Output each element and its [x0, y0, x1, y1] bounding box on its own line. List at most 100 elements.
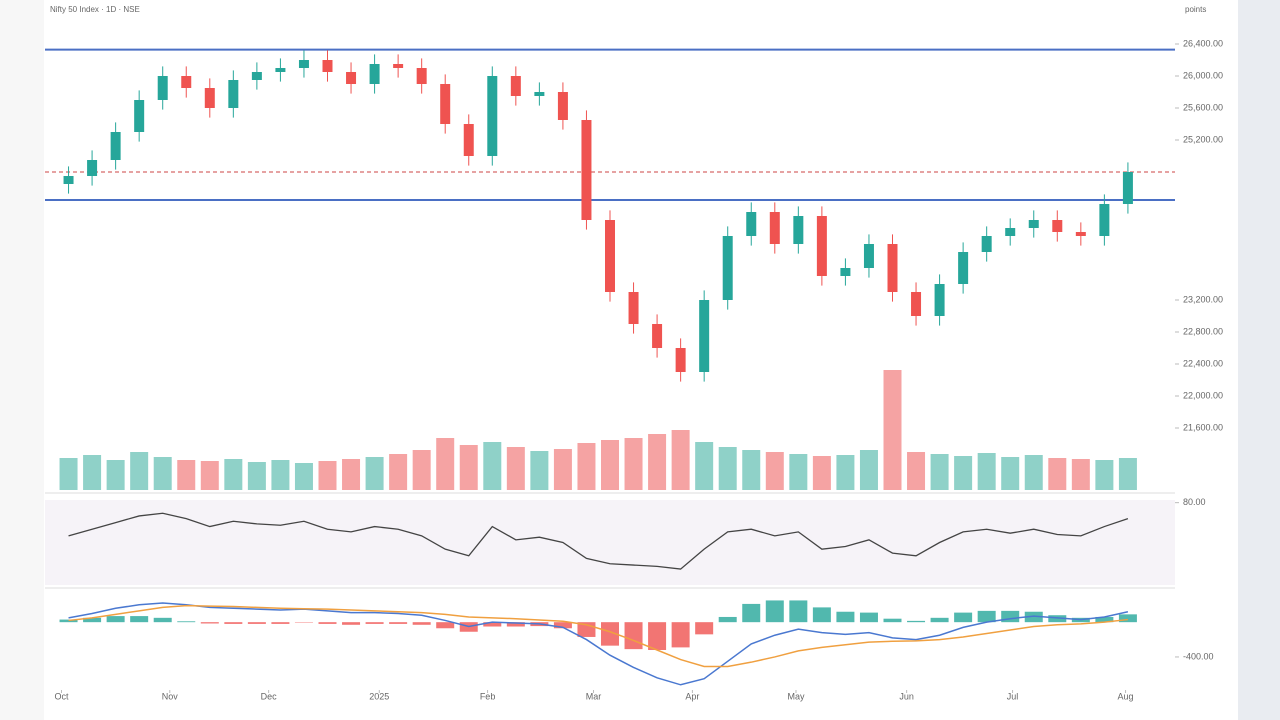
x-tick-label: Mar	[586, 691, 602, 701]
candle-body	[934, 284, 945, 316]
volume-bar	[836, 455, 855, 490]
macd-histogram	[412, 622, 431, 625]
candle-body	[63, 176, 74, 184]
volume-bar	[648, 434, 667, 490]
y-tick-label: 21,600.00	[1183, 422, 1223, 432]
y-tick-label: 25,600.00	[1183, 102, 1223, 112]
macd-histogram	[1095, 616, 1114, 623]
volume-bar	[601, 440, 619, 490]
volume-bar	[200, 461, 219, 490]
unit-label: points	[1185, 5, 1206, 14]
volume-bar	[765, 452, 784, 490]
x-tick-label: Jun	[899, 691, 914, 701]
volume-bar	[577, 443, 596, 490]
candle-body	[722, 236, 733, 300]
x-tick-label: Feb	[480, 691, 496, 701]
macd-histogram	[318, 622, 337, 624]
macd-histogram	[930, 617, 949, 623]
candle-body	[1099, 204, 1110, 236]
volume-bar	[247, 462, 266, 490]
candle-body	[1122, 172, 1133, 204]
volume-bar	[954, 456, 973, 490]
candle-body	[346, 72, 357, 84]
candle-body	[699, 300, 710, 372]
volume-bar	[695, 442, 714, 490]
volume-bar	[130, 452, 149, 490]
volume-bar	[365, 457, 384, 490]
macd-line	[68, 604, 1129, 668]
candle-body	[1005, 228, 1016, 236]
volume-bar	[530, 451, 549, 490]
volume-bar	[318, 461, 337, 490]
candle-body	[204, 88, 215, 108]
volume-bar	[1048, 458, 1067, 490]
candle-body	[652, 324, 663, 348]
volume-bar	[1095, 460, 1114, 490]
volume-bar	[671, 430, 690, 490]
macd-histogram	[177, 621, 196, 623]
volume-bar	[271, 460, 290, 490]
macd-histogram	[130, 616, 149, 623]
candle-body	[322, 60, 333, 72]
macd-histogram	[224, 622, 243, 624]
macd-line	[68, 602, 1129, 686]
candle-body	[981, 236, 992, 252]
left-margin	[0, 0, 44, 720]
volume-bar	[483, 442, 502, 490]
candle-body	[251, 72, 262, 80]
volume-bar	[294, 463, 313, 490]
y-tick-label: 23,200.00	[1183, 294, 1223, 304]
x-tick-label: 2025	[369, 691, 389, 701]
x-tick-label: Dec	[261, 691, 278, 701]
x-tick-label: May	[787, 691, 805, 701]
macd-histogram	[789, 600, 808, 623]
candle-body	[463, 124, 474, 156]
candle-body	[134, 100, 145, 132]
y-tick-label: 22,800.00	[1183, 326, 1223, 336]
rsi-pane	[45, 500, 1175, 585]
candle-body	[534, 92, 545, 96]
volume-bar	[153, 457, 172, 490]
y-tick-label: 22,000.00	[1183, 390, 1223, 400]
volume-bar	[83, 455, 102, 490]
candle-body	[275, 68, 286, 72]
side-panel	[1238, 0, 1280, 720]
candle-body	[863, 244, 874, 268]
candle-body	[816, 216, 827, 276]
candle-body	[1052, 220, 1063, 232]
volume-bar	[342, 459, 361, 490]
volume-bar	[742, 450, 761, 490]
candle-body	[911, 292, 922, 316]
macd-histogram	[553, 622, 572, 629]
y-tick-label: 80.00	[1183, 497, 1206, 507]
y-tick-label: 22,400.00	[1183, 358, 1223, 368]
y-tick-label: 26,000.00	[1183, 70, 1223, 80]
candle-body	[769, 212, 780, 244]
candle-body	[110, 132, 121, 160]
y-tick-label: -400.00	[1183, 651, 1214, 661]
candle-body	[416, 68, 427, 84]
candle-body	[840, 268, 851, 276]
candle-body	[369, 64, 380, 84]
macd-histogram	[59, 619, 78, 623]
volume-bar	[224, 459, 243, 490]
candle-body	[958, 252, 969, 284]
macd-histogram	[977, 610, 996, 623]
x-tick-label: Oct	[54, 691, 69, 701]
macd-histogram	[812, 607, 831, 623]
macd-histogram	[859, 612, 878, 623]
macd-histogram	[365, 622, 384, 624]
y-tick-label: 25,200.00	[1183, 134, 1223, 144]
chart-title: Nifty 50 Index · 1D · NSE	[50, 5, 140, 14]
candle-body	[746, 212, 757, 236]
candle-body	[228, 80, 239, 108]
candle-body	[628, 292, 639, 324]
macd-histogram	[247, 622, 266, 624]
candle-body	[793, 216, 804, 244]
volume-bar	[883, 370, 902, 490]
candle-body	[557, 92, 568, 120]
macd-histogram	[695, 622, 714, 635]
candle-body	[440, 84, 451, 124]
candle-body	[605, 220, 615, 292]
macd-histogram	[1118, 614, 1137, 623]
